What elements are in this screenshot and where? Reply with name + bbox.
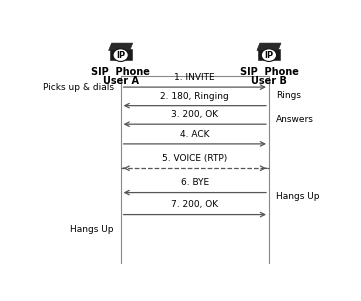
Text: SIP  Phone: SIP Phone — [91, 67, 150, 77]
Circle shape — [263, 55, 265, 56]
Text: Picks up & dials: Picks up & dials — [43, 82, 114, 92]
Text: Answers: Answers — [276, 115, 314, 124]
Polygon shape — [109, 43, 133, 51]
Text: Hangs Up: Hangs Up — [276, 191, 319, 200]
Circle shape — [268, 57, 270, 59]
Text: User B: User B — [251, 76, 287, 86]
Text: 4. ACK: 4. ACK — [180, 130, 209, 139]
Text: Hangs Up: Hangs Up — [70, 225, 114, 234]
Circle shape — [120, 57, 121, 59]
Polygon shape — [110, 49, 132, 61]
Text: 3. 200, OK: 3. 200, OK — [171, 110, 218, 119]
Text: User A: User A — [103, 76, 139, 86]
Circle shape — [273, 55, 275, 56]
Circle shape — [125, 55, 126, 56]
Circle shape — [125, 57, 126, 59]
Circle shape — [268, 55, 270, 56]
Text: SIP  Phone: SIP Phone — [239, 67, 299, 77]
Text: 2. 180, Ringing: 2. 180, Ringing — [160, 92, 229, 101]
Circle shape — [120, 53, 121, 54]
Polygon shape — [257, 43, 281, 51]
Text: 1. INVITE: 1. INVITE — [174, 73, 215, 82]
Circle shape — [261, 49, 277, 61]
Circle shape — [125, 53, 126, 54]
Circle shape — [120, 55, 121, 56]
Text: IP: IP — [264, 51, 274, 60]
Circle shape — [273, 57, 275, 59]
Circle shape — [263, 53, 265, 54]
Circle shape — [273, 53, 275, 54]
Text: Rings: Rings — [276, 91, 301, 100]
Polygon shape — [258, 49, 280, 61]
Text: 5. VOICE (RTP): 5. VOICE (RTP) — [162, 154, 227, 163]
Text: 6. BYE: 6. BYE — [181, 178, 209, 188]
Circle shape — [115, 57, 116, 59]
Text: 7. 200, OK: 7. 200, OK — [171, 200, 218, 209]
Circle shape — [268, 53, 270, 54]
Text: IP: IP — [116, 51, 125, 60]
Circle shape — [115, 53, 116, 54]
Circle shape — [263, 57, 265, 59]
Circle shape — [115, 55, 116, 56]
Circle shape — [113, 49, 128, 61]
